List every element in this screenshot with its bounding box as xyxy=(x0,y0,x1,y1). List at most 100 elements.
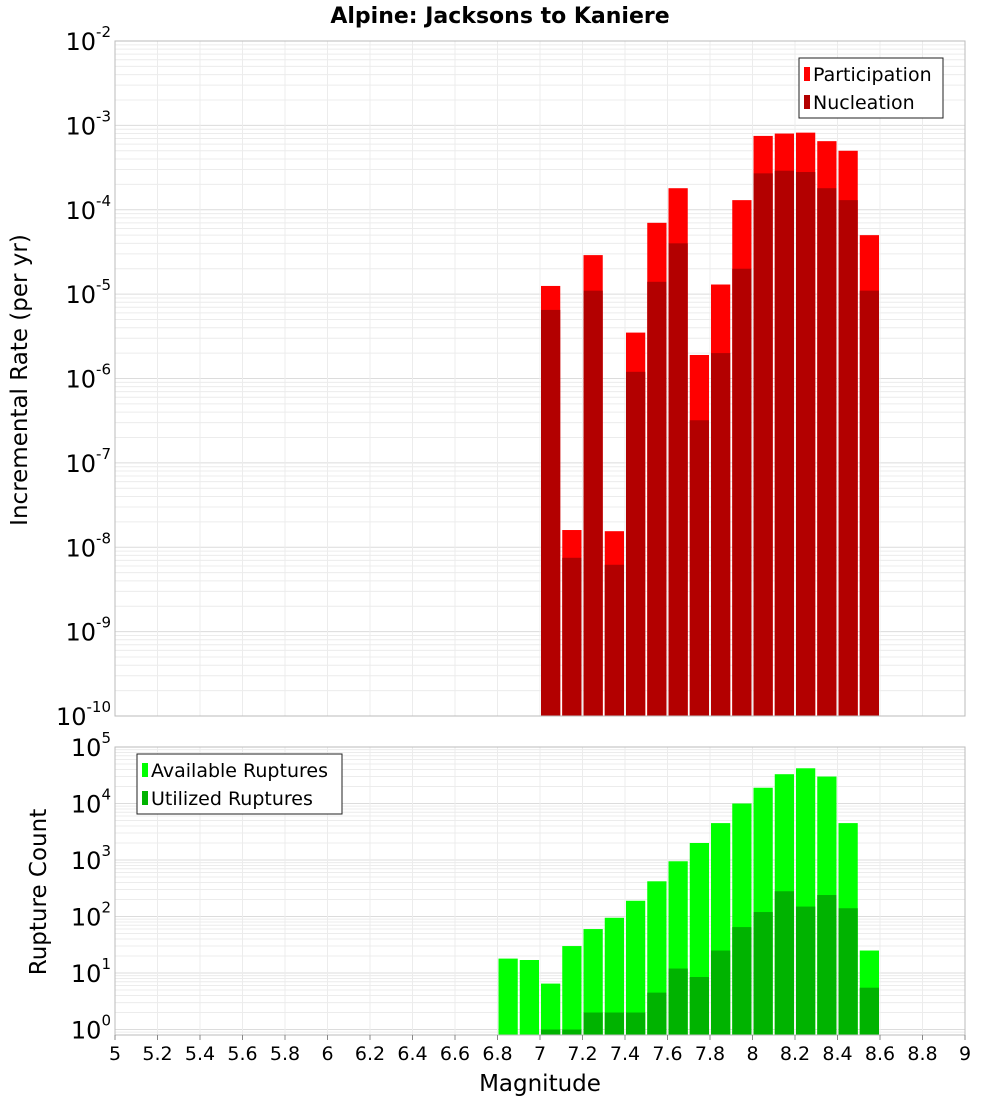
count-bar-utilized-ruptures xyxy=(774,891,794,1035)
rate-bar-nucleation xyxy=(626,371,646,716)
rate-y-tick-label: 10-2 xyxy=(65,23,111,56)
rate-legend-label-participation: Participation xyxy=(813,64,932,86)
count-legend-label-available-ruptures: Available Ruptures xyxy=(151,760,328,782)
rate-y-tick-base: 10 xyxy=(65,619,96,647)
rate-bar-nucleation xyxy=(753,173,773,716)
rate-plot: 10-1010-910-810-710-610-510-410-310-2Par… xyxy=(56,23,966,731)
rate-y-tick-label: 10-9 xyxy=(65,614,111,647)
rate-bar-nucleation xyxy=(796,172,816,716)
count-legend-swatch-utilized-ruptures xyxy=(142,791,148,805)
rate-bar-nucleation xyxy=(859,290,879,716)
count-x-tick-label: 6.6 xyxy=(440,1043,470,1065)
top-y-axis-label: Incremental Rate (per yr) xyxy=(7,234,33,526)
count-bar-available-ruptures xyxy=(583,929,603,1035)
rate-bar-nucleation xyxy=(689,420,709,716)
count-x-ticks: 5 5.2 5.4 5.6 5.8 6 6.2 6.4 6.6 6.8 7 7.2 7.4 7.6 7.8 8… xyxy=(109,1035,971,1065)
count-x-tick-label: 8.2 xyxy=(780,1043,810,1065)
rate-y-tick-base: 10 xyxy=(65,28,96,56)
rate-y-tick-exponent: -6 xyxy=(96,361,111,379)
rate-bars xyxy=(541,132,879,717)
count-y-tick-label: 101 xyxy=(71,955,111,988)
count-x-tick-label: 9 xyxy=(959,1043,971,1065)
count-bar-utilized-ruptures xyxy=(647,992,667,1035)
count-x-tick-label: 5.2 xyxy=(142,1043,172,1065)
count-bar-available-ruptures xyxy=(541,983,561,1035)
rate-bar-nucleation xyxy=(562,557,582,716)
count-y-tick-base: 10 xyxy=(71,1017,102,1045)
count-bar-utilized-ruptures xyxy=(541,1029,561,1035)
count-x-tick-label: 8.4 xyxy=(822,1043,852,1065)
count-bar-utilized-ruptures xyxy=(711,950,731,1035)
count-bar-utilized-ruptures xyxy=(817,895,837,1035)
count-bar-utilized-ruptures xyxy=(604,1012,624,1035)
count-x-tick-label: 7 xyxy=(534,1043,546,1065)
rate-bar-nucleation xyxy=(604,564,624,716)
count-bar-available-ruptures xyxy=(604,917,624,1035)
count-bar-utilized-ruptures xyxy=(838,908,858,1035)
count-y-tick-base: 10 xyxy=(71,847,102,875)
count-x-tick-label: 7.8 xyxy=(695,1043,725,1065)
count-bar-utilized-ruptures xyxy=(753,912,773,1035)
count-bar-available-ruptures xyxy=(498,958,518,1035)
count-bar-utilized-ruptures xyxy=(626,1012,646,1035)
rate-y-tick-exponent: -4 xyxy=(96,192,111,210)
rate-legend-box xyxy=(798,57,944,119)
rate-y-tick-base: 10 xyxy=(65,281,96,309)
count-bar-utilized-ruptures xyxy=(732,927,752,1035)
rate-y-tick-base: 10 xyxy=(65,534,96,562)
rate-y-tick-label: 10-8 xyxy=(65,529,111,562)
count-legend-box xyxy=(136,753,343,815)
rate-y-tick-label: 10-10 xyxy=(56,698,111,731)
count-x-tick-label: 7.2 xyxy=(567,1043,597,1065)
rate-y-tick-base: 10 xyxy=(65,450,96,478)
rate-y-tick-base: 10 xyxy=(65,366,96,394)
rate-plot-frame xyxy=(114,40,966,717)
count-y-tick-exponent: 5 xyxy=(101,729,111,747)
x-axis-label: Magnitude xyxy=(479,1071,601,1097)
count-y-tick-exponent: 3 xyxy=(101,842,111,860)
rate-bar-nucleation xyxy=(647,281,667,716)
count-x-tick-label: 6.2 xyxy=(355,1043,385,1065)
rate-y-tick-exponent: -3 xyxy=(96,107,111,125)
count-bar-utilized-ruptures xyxy=(689,977,709,1035)
rate-bar-nucleation xyxy=(668,243,688,717)
count-y-tick-base: 10 xyxy=(71,791,102,819)
rate-y-tick-base: 10 xyxy=(65,112,96,140)
rate-y-tick-label: 10-4 xyxy=(65,192,111,225)
bottom-y-axis-label: Rupture Count xyxy=(26,809,52,975)
count-bar-available-ruptures xyxy=(562,946,582,1035)
rate-legend: Participation Nucleation xyxy=(798,57,944,119)
rate-y-tick-exponent: -9 xyxy=(96,614,111,632)
rate-legend-label-nucleation: Nucleation xyxy=(813,92,915,114)
count-bar-utilized-ruptures xyxy=(583,1012,603,1035)
count-x-tick-label: 5.6 xyxy=(227,1043,257,1065)
rate-bar-nucleation xyxy=(711,353,731,716)
rate-y-tick-label: 10-5 xyxy=(65,276,111,309)
rate-legend-swatch-nucleation xyxy=(804,95,810,109)
rate-bar-nucleation xyxy=(774,170,794,716)
count-bar-available-ruptures xyxy=(519,959,539,1035)
count-bar-available-ruptures xyxy=(626,900,646,1035)
rate-y-tick-exponent: -2 xyxy=(96,23,111,41)
count-y-tick-label: 102 xyxy=(71,899,111,932)
rate-y-tick-exponent: -8 xyxy=(96,529,111,547)
count-bar-utilized-ruptures xyxy=(796,906,816,1035)
count-bar-utilized-ruptures xyxy=(668,968,688,1035)
count-y-tick-label: 105 xyxy=(71,729,111,762)
rate-legend-swatch-participation xyxy=(804,67,810,81)
chart-title: Alpine: Jacksons to Kaniere xyxy=(330,4,669,29)
count-legend-label-utilized-ruptures: Utilized Ruptures xyxy=(151,788,313,810)
rate-bar-nucleation xyxy=(838,200,858,716)
rate-grid xyxy=(114,41,966,717)
count-y-tick-label: 100 xyxy=(71,1012,111,1045)
rate-bar-nucleation xyxy=(583,290,603,716)
count-x-tick-label: 7.6 xyxy=(652,1043,682,1065)
count-y-tick-exponent: 1 xyxy=(101,955,111,973)
count-bars xyxy=(498,768,879,1035)
count-legend-swatch-available-ruptures xyxy=(142,763,148,777)
rate-bar-nucleation xyxy=(732,268,752,716)
rate-y-tick-base: 10 xyxy=(56,703,87,731)
